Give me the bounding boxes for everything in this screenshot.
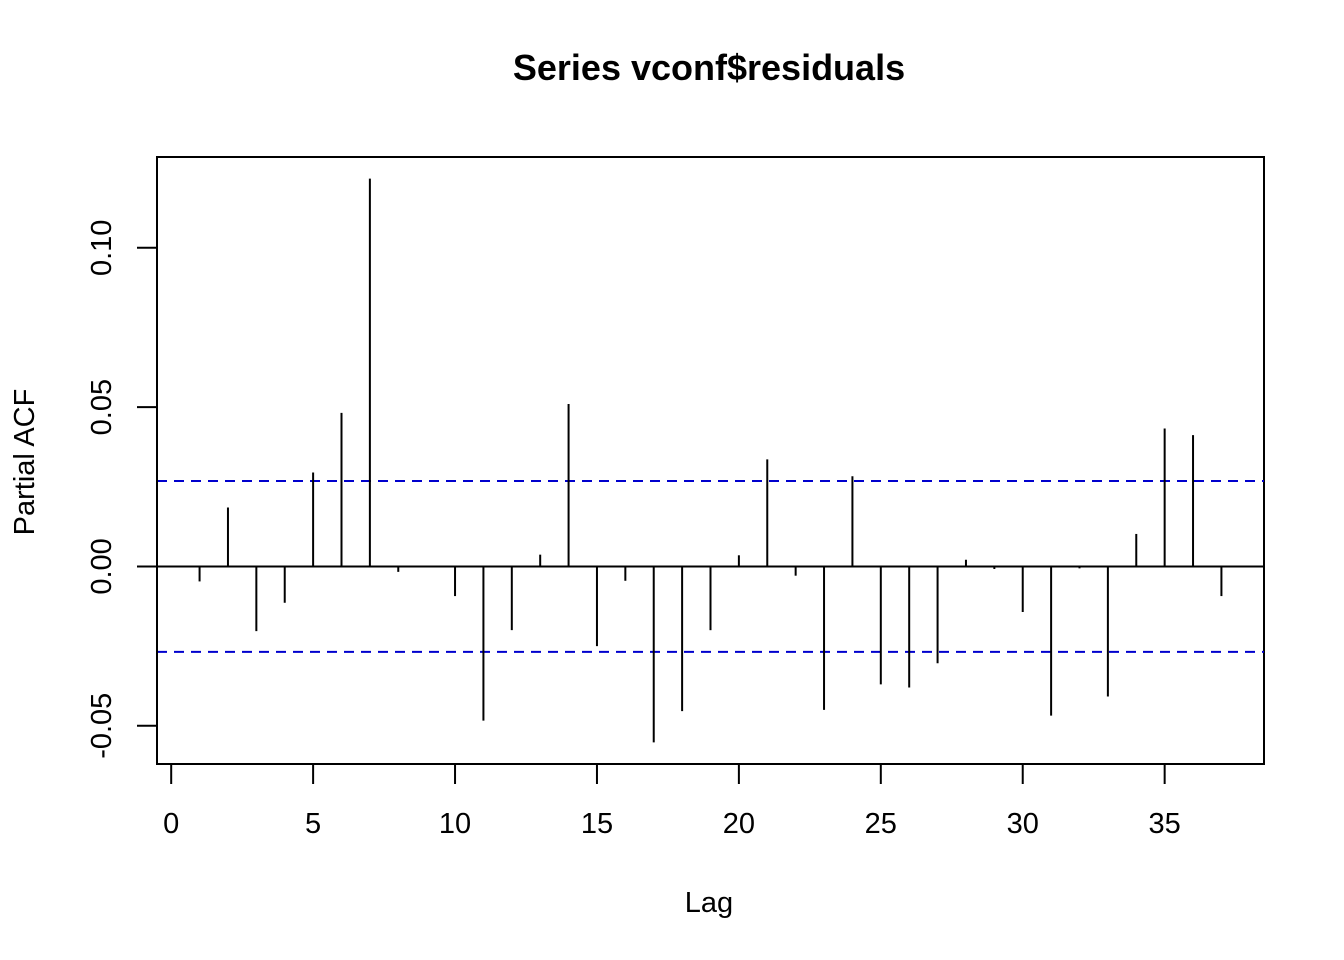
y-tick-label: 0.10 [86, 220, 118, 276]
x-tick-label: 20 [723, 808, 755, 840]
chart-title: Series vconf$residuals [513, 47, 905, 88]
x-tick-label: 10 [439, 808, 471, 840]
plot-area: 0 5 10 15 20 25 30 35 -0.05 0.00 0.05 0.10 [86, 156, 1265, 840]
x-tick-label: 35 [1149, 808, 1181, 840]
x-tick-label: 15 [581, 808, 613, 840]
y-axis-label: Partial ACF [9, 389, 41, 536]
x-tick-label: 5 [305, 808, 321, 840]
y-tick-label: 0.05 [86, 379, 118, 435]
x-tick-label: 25 [865, 808, 897, 840]
y-tick-label: 0.00 [86, 538, 118, 594]
y-tick-label: -0.05 [86, 693, 118, 759]
x-tick-label: 30 [1007, 808, 1039, 840]
x-axis-label: Lag [685, 887, 733, 919]
plot-frame [156, 156, 1265, 765]
x-tick-label: 0 [163, 808, 179, 840]
